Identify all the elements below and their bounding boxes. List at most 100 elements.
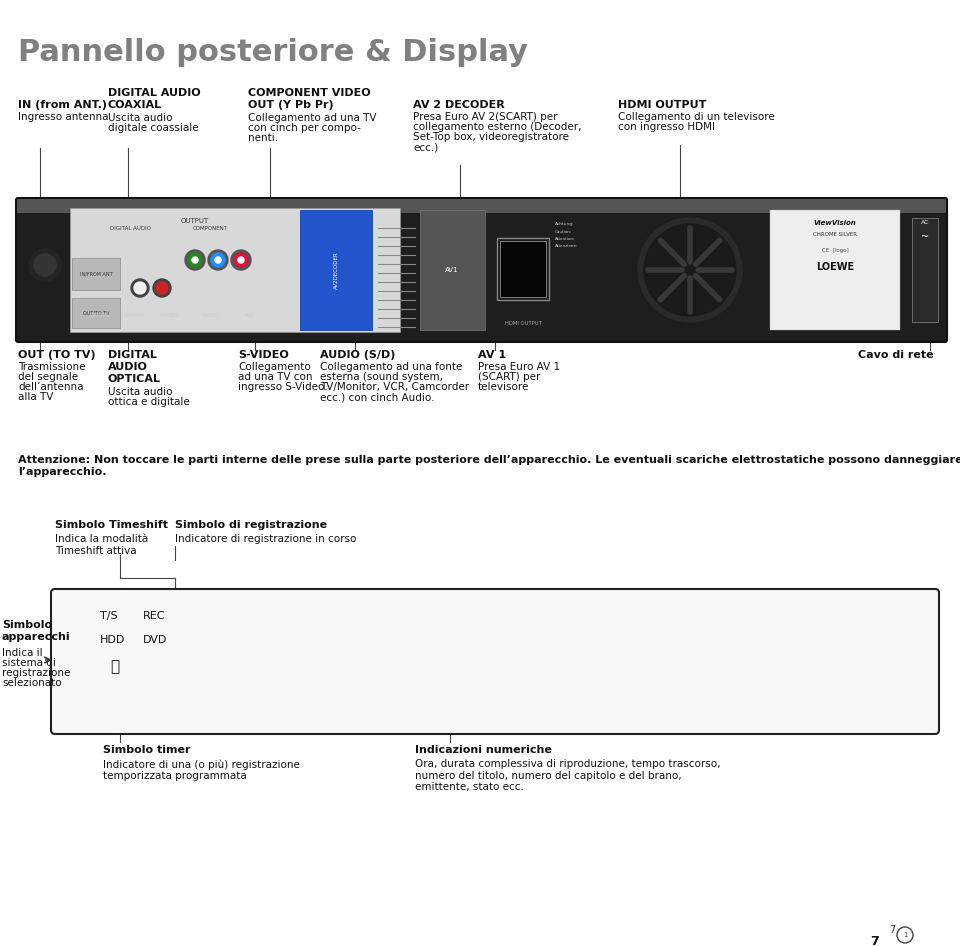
Text: Presa Euro AV 2(SCART) per: Presa Euro AV 2(SCART) per: [413, 112, 558, 122]
Text: con cinch per compo-: con cinch per compo-: [248, 123, 361, 133]
Bar: [912, 218, 938, 322]
Bar: [497, 238, 549, 300]
Text: Simbolo timer: Simbolo timer: [103, 745, 190, 755]
Bar: [70, 208, 400, 332]
Circle shape: [644, 224, 736, 316]
Text: televisore: televisore: [478, 382, 529, 392]
Bar: [500, 241, 546, 297]
Text: CE  [logo]: CE [logo]: [822, 248, 849, 253]
Circle shape: [34, 254, 56, 276]
Text: Trasmissione: Trasmissione: [18, 362, 85, 372]
Text: Set-Top box, videoregistratore: Set-Top box, videoregistratore: [413, 132, 569, 142]
Bar: [72, 258, 120, 290]
Text: nenti.: nenti.: [248, 133, 278, 143]
Text: Caution:: Caution:: [555, 230, 572, 234]
Text: AV2DECODER: AV2DECODER: [333, 251, 339, 289]
Circle shape: [153, 279, 171, 297]
Text: con ingresso HDMI: con ingresso HDMI: [618, 122, 715, 132]
Text: Cavo di rete: Cavo di rete: [858, 350, 934, 360]
Text: Indicatore di una (o più) registrazione
temporizzata programmata: Indicatore di una (o più) registrazione …: [103, 759, 300, 781]
Circle shape: [211, 253, 225, 267]
Text: S-VIDEO: S-VIDEO: [238, 350, 289, 360]
Text: Collegamento: Collegamento: [238, 362, 311, 372]
Bar: [770, 210, 900, 330]
Text: alla TV: alla TV: [18, 392, 54, 402]
Text: ⌛: ⌛: [110, 659, 119, 674]
Text: Ora, durata complessiva di riproduzione, tempo trascorso,
numero del titolo, num: Ora, durata complessiva di riproduzione,…: [415, 759, 721, 793]
Text: DIGITAL: DIGITAL: [108, 350, 156, 360]
Text: LOEWE: LOEWE: [816, 262, 854, 272]
Text: ecc.) con cinch Audio.: ecc.) con cinch Audio.: [320, 392, 435, 402]
Text: (SCART) per: (SCART) per: [478, 372, 540, 382]
Text: DVD: DVD: [143, 635, 167, 645]
Text: Timeshift attiva: Timeshift attiva: [55, 546, 136, 556]
Circle shape: [131, 279, 149, 297]
Text: ottica e digitale: ottica e digitale: [108, 397, 190, 407]
Text: Pannello posteriore & Display: Pannello posteriore & Display: [18, 38, 528, 67]
Text: AV 2 DECODER: AV 2 DECODER: [413, 100, 505, 110]
Text: Attenzione: Non toccare le parti interne delle prese sulla parte posteriore dell: Attenzione: Non toccare le parti interne…: [18, 455, 960, 476]
Text: Indicatore di registrazione in corso: Indicatore di registrazione in corso: [175, 534, 356, 544]
Text: Simbolo: Simbolo: [2, 620, 52, 630]
Text: Collegamento di un televisore: Collegamento di un televisore: [618, 112, 775, 122]
Text: OUT/TO TV: OUT/TO TV: [83, 311, 109, 315]
Text: Indica la modalità: Indica la modalità: [55, 534, 148, 544]
Text: AV1: AV1: [445, 267, 459, 273]
Text: 7: 7: [870, 935, 878, 947]
Text: ingresso S-Video.: ingresso S-Video.: [238, 382, 327, 392]
Text: Collegamento ad una TV: Collegamento ad una TV: [248, 113, 376, 123]
FancyBboxPatch shape: [17, 199, 946, 213]
Text: 7: 7: [889, 925, 895, 935]
Text: IN/FROM ANT: IN/FROM ANT: [80, 272, 112, 277]
Circle shape: [638, 218, 742, 322]
Text: OUT (TO TV): OUT (TO TV): [18, 350, 96, 360]
Text: HDMI OUTPUT: HDMI OUTPUT: [505, 321, 541, 326]
Circle shape: [156, 282, 168, 294]
Circle shape: [188, 253, 202, 267]
Text: digitale coassiale: digitale coassiale: [108, 123, 199, 133]
Text: OUT (Y Pb Pr): OUT (Y Pb Pr): [248, 100, 334, 110]
Text: DIGITAL AUDIO: DIGITAL AUDIO: [109, 226, 151, 231]
Text: AC: AC: [921, 220, 929, 225]
Circle shape: [29, 249, 61, 281]
Text: S-VIDEO: S-VIDEO: [160, 313, 180, 318]
Text: ~: ~: [921, 232, 929, 242]
Text: COAXIAL: COAXIAL: [124, 313, 146, 318]
Text: REC: REC: [143, 611, 165, 621]
Circle shape: [231, 250, 251, 270]
Text: AUDIO: AUDIO: [108, 362, 148, 372]
Text: AUDIO (S/D): AUDIO (S/D): [320, 350, 396, 360]
Text: Attenzione:: Attenzione:: [555, 244, 578, 248]
Text: Uscita audio: Uscita audio: [108, 387, 173, 397]
Bar: [300, 210, 372, 330]
Text: 1: 1: [902, 932, 907, 938]
Text: TV/Monitor, VCR, Camcorder: TV/Monitor, VCR, Camcorder: [320, 382, 469, 392]
Text: Indica il: Indica il: [2, 648, 42, 658]
Text: ad una TV con: ad una TV con: [238, 372, 313, 382]
FancyBboxPatch shape: [51, 589, 939, 734]
Text: Uscita audio: Uscita audio: [108, 113, 173, 123]
Text: AUDIO: AUDIO: [202, 313, 218, 318]
Circle shape: [215, 257, 221, 263]
Circle shape: [185, 250, 205, 270]
Text: T/S: T/S: [100, 611, 118, 621]
Text: COMPONENT VIDEO: COMPONENT VIDEO: [248, 88, 371, 98]
Text: COAXIAL: COAXIAL: [108, 100, 162, 110]
Text: dell’antenna: dell’antenna: [18, 382, 84, 392]
Text: ecc.): ecc.): [413, 142, 439, 152]
Text: Indicazioni numeriche: Indicazioni numeriche: [415, 745, 552, 755]
Text: Attention:: Attention:: [555, 237, 575, 241]
Text: Presa Euro AV 1: Presa Euro AV 1: [478, 362, 560, 372]
Circle shape: [234, 253, 248, 267]
Bar: [420, 210, 485, 330]
Text: Simbolo Timeshift: Simbolo Timeshift: [55, 520, 168, 530]
Text: selezionato: selezionato: [2, 678, 61, 688]
Circle shape: [208, 250, 228, 270]
Text: HDMI OUTPUT: HDMI OUTPUT: [618, 100, 707, 110]
Text: Ingresso antenna: Ingresso antenna: [18, 112, 108, 122]
Text: OPTICAL: OPTICAL: [108, 374, 161, 384]
Text: collegamento esterno (Decoder,: collegamento esterno (Decoder,: [413, 122, 582, 132]
Text: Achtung:: Achtung:: [555, 222, 575, 226]
Text: ViewVision: ViewVision: [814, 220, 856, 226]
Text: HDD: HDD: [100, 635, 126, 645]
